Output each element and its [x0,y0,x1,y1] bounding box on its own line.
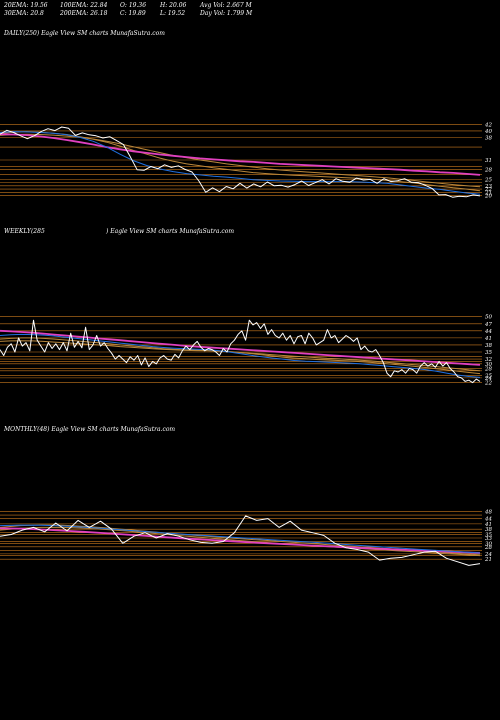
monthly-y-tick: 33 [485,536,492,542]
weekly-price-line [0,319,481,384]
monthly-ema-pink-line [0,527,481,554]
weekly-y-tick: 41 [484,336,492,342]
day-vol-value: Day Vol: 1.799 M [200,10,253,17]
monthly-y-tick: 44 [484,517,492,523]
daily-y-tick: 31 [485,158,492,164]
weekly-y-tick: 47 [484,322,492,328]
weekly-panel-label-cont: ) Eagle View SM charts MunafaSutra.com [106,228,235,235]
weekly-y-tick: 44 [484,329,492,335]
daily-price-line [0,126,481,198]
daily-ema-pink-line [0,133,481,176]
monthly-y-tick: 30 [485,541,492,547]
daily-panel-label: DAILY(250) Eagle View SM charts MunafaSu… [4,30,165,37]
close-value: C: 19.89 [120,10,146,17]
daily-y-tick: 21 [484,190,492,196]
weekly-y-tick: 28 [484,366,492,372]
monthly-ema-brown-line [0,526,481,557]
monthly-y-tick: 24 [484,552,492,558]
high-value: H: 20.06 [160,2,187,9]
monthly-price-line [0,515,481,566]
daily-y-tick: 38 [485,135,492,141]
daily-y-tick: 25 [484,177,492,183]
monthly-y-tick: 28 [484,545,492,551]
daily-y-tick: 40 [484,129,492,135]
weekly-y-tick: 35 [485,350,492,356]
weekly-ema-pink-line [0,329,481,366]
weekly-y-tick: 30 [485,362,492,368]
monthly-y-tick: 48 [484,510,492,516]
ema200-value: 200EMA: 26.18 [60,10,108,17]
weekly-panel-label: WEEKLY(285 [4,228,45,235]
daily-y-tick: 20 [484,194,492,200]
monthly-panel-label: MONTHLY(48) Eagle View SM charts MunafaS… [4,426,176,433]
daily-y-tick: 22 [484,187,492,193]
monthly-y-tick: 41 [484,522,492,528]
daily-ema-blue-line [0,131,481,195]
weekly-y-tick: 38 [485,343,492,349]
open-value: O: 19.36 [120,2,147,9]
daily-y-tick: 28 [484,168,492,174]
ema30-value: 30EMA: 20.8 [4,10,44,17]
weekly-ema-blue-line [0,333,481,378]
weekly-y-tick: 50 [485,315,492,321]
weekly-y-tick: 32 [485,357,492,363]
ema100-value: 100EMA: 22.84 [60,2,108,9]
monthly-ema-blue-line [0,524,481,554]
weekly-y-tick: 22 [484,381,492,387]
weekly-y-tick: 25 [484,374,492,380]
monthly-y-tick: 21 [484,557,492,563]
avg-vol-value: Avg Vol: 2.667 M [200,2,252,9]
daily-ema-brown-line [0,131,481,192]
low-value: L: 19.52 [160,10,186,17]
daily-y-tick: 42 [484,122,492,128]
daily-y-tick: 23 [484,184,492,190]
ema20-value: 20EMA: 19.56 [4,2,48,9]
monthly-y-tick: 35 [485,532,492,538]
weekly-y-tick: 24 [484,376,492,382]
monthly-y-tick: 38 [485,527,492,533]
